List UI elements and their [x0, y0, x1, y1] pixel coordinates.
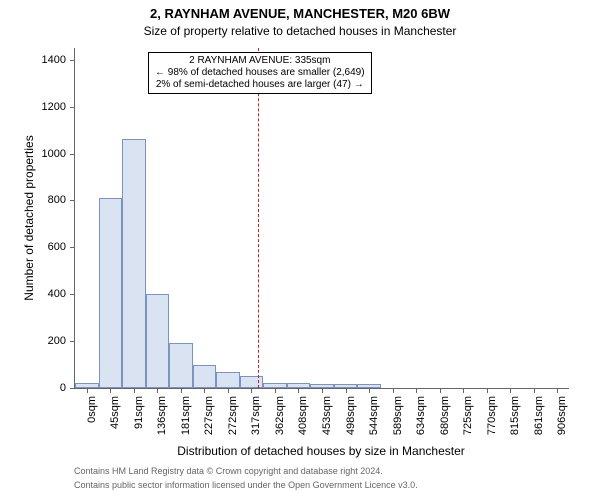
histogram-bar	[357, 384, 381, 388]
xtick-mark	[251, 388, 252, 393]
xtick-label: 227sqm	[203, 396, 215, 446]
x-axis-label: Distribution of detached houses by size …	[74, 444, 568, 458]
xtick-mark	[181, 388, 182, 393]
ytick-label: 800	[34, 194, 66, 206]
ytick-mark	[70, 200, 75, 201]
chart-title-line2: Size of property relative to detached ho…	[0, 24, 600, 38]
xtick-label: 634sqm	[415, 396, 427, 446]
ytick-label: 400	[34, 288, 66, 300]
footer-line1: Contains HM Land Registry data © Crown c…	[74, 466, 383, 476]
xtick-mark	[110, 388, 111, 393]
histogram-bar	[263, 383, 287, 388]
histogram-bar	[169, 343, 193, 388]
xtick-label: 498sqm	[345, 396, 357, 446]
xtick-label: 317sqm	[250, 396, 262, 446]
xtick-mark	[204, 388, 205, 393]
ytick-mark	[70, 341, 75, 342]
xtick-label: 272sqm	[227, 396, 239, 446]
histogram-bar	[216, 372, 240, 388]
annotation-line: 2% of semi-detached houses are larger (4…	[155, 79, 365, 91]
xtick-mark	[157, 388, 158, 393]
xtick-label: 589sqm	[392, 396, 404, 446]
xtick-label: 680sqm	[439, 396, 451, 446]
xtick-label: 861sqm	[533, 396, 545, 446]
xtick-mark	[416, 388, 417, 393]
xtick-label: 0sqm	[86, 396, 98, 446]
xtick-label: 362sqm	[274, 396, 286, 446]
ytick-label: 1200	[34, 101, 66, 113]
histogram-bar	[122, 139, 146, 388]
marker-line	[258, 48, 259, 388]
xtick-label: 906sqm	[556, 396, 568, 446]
ytick-label: 600	[34, 241, 66, 253]
ytick-mark	[70, 294, 75, 295]
histogram-bar	[146, 294, 170, 388]
xtick-mark	[87, 388, 88, 393]
xtick-mark	[228, 388, 229, 393]
ytick-label: 200	[34, 335, 66, 347]
xtick-mark	[557, 388, 558, 393]
ytick-mark	[70, 388, 75, 389]
ytick-label: 0	[34, 382, 66, 394]
ytick-label: 1400	[34, 54, 66, 66]
xtick-label: 91sqm	[133, 396, 145, 446]
xtick-label: 181sqm	[180, 396, 192, 446]
ytick-mark	[70, 154, 75, 155]
histogram-bar	[240, 376, 264, 388]
histogram-bar	[99, 198, 123, 388]
xtick-mark	[322, 388, 323, 393]
xtick-mark	[440, 388, 441, 393]
xtick-label: 136sqm	[156, 396, 168, 446]
annotation-line: 2 RAYNHAM AVENUE: 335sqm	[155, 55, 365, 67]
histogram-bar	[310, 384, 334, 388]
chart-container: 2, RAYNHAM AVENUE, MANCHESTER, M20 6BW S…	[0, 0, 600, 500]
ytick-mark	[70, 60, 75, 61]
chart-title-line1: 2, RAYNHAM AVENUE, MANCHESTER, M20 6BW	[0, 6, 600, 21]
xtick-mark	[134, 388, 135, 393]
ytick-label: 1000	[34, 148, 66, 160]
xtick-label: 815sqm	[509, 396, 521, 446]
ytick-mark	[70, 247, 75, 248]
xtick-mark	[275, 388, 276, 393]
ytick-mark	[70, 107, 75, 108]
histogram-bar	[334, 384, 358, 388]
xtick-label: 45sqm	[109, 396, 121, 446]
xtick-label: 725sqm	[462, 396, 474, 446]
plot-area	[74, 48, 569, 389]
xtick-label: 408sqm	[297, 396, 309, 446]
xtick-label: 544sqm	[368, 396, 380, 446]
xtick-mark	[393, 388, 394, 393]
xtick-mark	[298, 388, 299, 393]
histogram-bar	[75, 383, 99, 388]
xtick-mark	[534, 388, 535, 393]
histogram-bar	[287, 383, 311, 388]
xtick-label: 770sqm	[486, 396, 498, 446]
xtick-mark	[463, 388, 464, 393]
xtick-mark	[487, 388, 488, 393]
xtick-mark	[346, 388, 347, 393]
annotation-box: 2 RAYNHAM AVENUE: 335sqm← 98% of detache…	[148, 52, 372, 94]
xtick-mark	[369, 388, 370, 393]
footer-line2: Contains public sector information licen…	[74, 480, 418, 490]
xtick-mark	[510, 388, 511, 393]
annotation-line: ← 98% of detached houses are smaller (2,…	[155, 67, 365, 79]
histogram-bar	[193, 365, 217, 388]
xtick-label: 453sqm	[321, 396, 333, 446]
